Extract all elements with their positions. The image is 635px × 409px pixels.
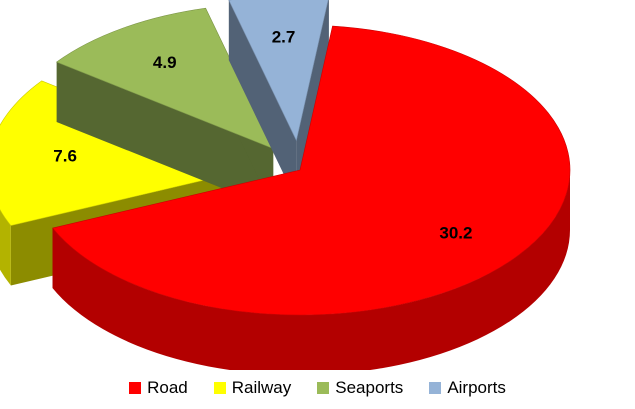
data-label-seaports: 4.9 — [153, 53, 177, 72]
legend-item-road: Road — [129, 378, 188, 398]
slice-airports — [228, 0, 329, 142]
legend-label-airports: Airports — [447, 378, 506, 397]
legend-item-seaports: Seaports — [317, 378, 403, 398]
legend-label-railway: Railway — [231, 378, 292, 397]
legend-swatch-railway — [213, 382, 226, 394]
chart-legend: Road Railway Seaports Airports — [0, 378, 635, 398]
legend-swatch-road — [129, 382, 142, 394]
legend-item-airports: Airports — [429, 378, 506, 398]
legend-swatch-seaports — [317, 382, 330, 394]
legend-label-seaports: Seaports — [335, 378, 404, 397]
slice-side-railway-0 — [0, 209, 11, 286]
slice-wall-seaports-0 — [56, 62, 274, 209]
legend-swatch-airports — [429, 382, 442, 394]
data-label-airports: 2.7 — [272, 27, 296, 46]
legend-item-railway: Railway — [213, 378, 292, 398]
slice-road — [52, 25, 571, 316]
data-label-road: 30.2 — [439, 223, 472, 242]
pie-chart-plot: 7.6 4.9 2.7 30.2 — [0, 0, 571, 370]
data-label-railway: 7.6 — [53, 147, 77, 166]
slice-seaports — [55, 7, 274, 150]
legend-label-road: Road — [147, 378, 188, 397]
slice-side-road-0 — [52, 170, 570, 370]
slice-wall-airports-0 — [228, 0, 297, 201]
